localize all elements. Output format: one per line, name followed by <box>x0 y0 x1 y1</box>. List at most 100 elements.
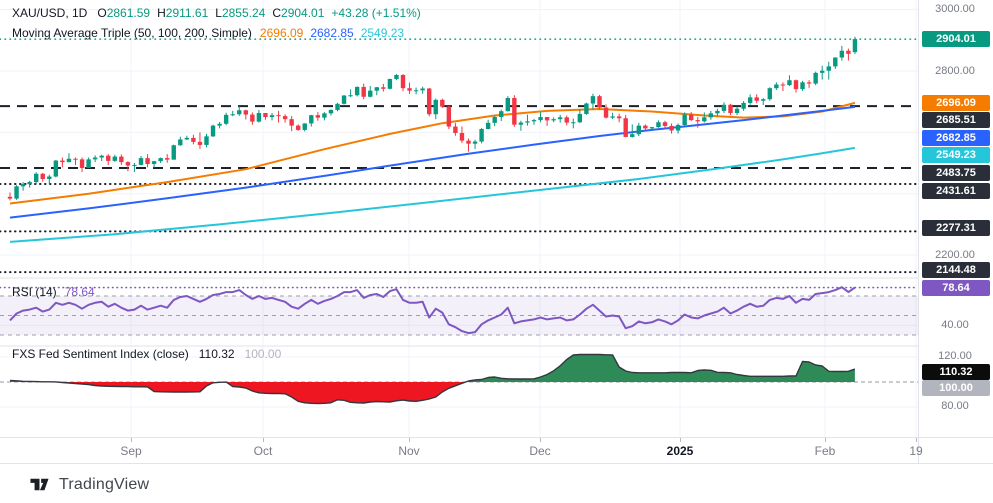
candle-body <box>7 196 13 199</box>
candle-body <box>20 184 26 187</box>
price-axis-label: 2800.00 <box>935 65 975 77</box>
candle-body <box>787 80 792 86</box>
candle-body <box>459 132 465 141</box>
fxs-indicator-legend[interactable]: FXS Fed Sentiment Index (close) 110.32 100… <box>12 347 281 361</box>
candle-body <box>250 114 255 122</box>
time-axis[interactable]: Sep Oct Nov Dec 2025 Feb 19 <box>0 437 993 464</box>
price-axis-badge: 78.64 <box>922 280 990 296</box>
candle-body <box>302 123 307 130</box>
candle-body <box>531 120 537 122</box>
candle-body <box>499 111 504 118</box>
ma200-line <box>9 146 856 243</box>
time-axis-label: Sep <box>120 444 142 458</box>
candle-body <box>328 109 334 114</box>
candle-body <box>544 117 550 121</box>
symbol-legend[interactable]: XAU/USD, 1D O2861.59 H2911.61 L2855.24 C2904… <box>12 6 421 20</box>
axis-corner-divider <box>918 438 919 463</box>
candle-body <box>394 74 399 79</box>
candle-body <box>695 120 700 122</box>
candle-body <box>420 88 425 91</box>
candle-body <box>597 96 602 108</box>
candle-body <box>407 88 412 91</box>
price-axis-badge: 2685.51 <box>922 112 990 128</box>
time-axis-label: Dec <box>529 444 551 458</box>
candles-layer <box>7 36 858 201</box>
candle-body <box>341 95 347 104</box>
candle-body <box>230 114 235 116</box>
candle-body <box>151 161 157 164</box>
candle-body <box>106 155 111 161</box>
candle-body <box>60 160 65 163</box>
candle-body <box>296 125 301 130</box>
fxs-title: FXS Fed Sentiment Index (close) <box>12 347 189 361</box>
candle-body <box>125 162 131 166</box>
fxs-outline <box>9 353 856 405</box>
candle-body <box>800 82 805 90</box>
candle-body <box>269 115 275 118</box>
candle-body <box>715 110 720 114</box>
rsi-line <box>9 286 856 335</box>
ma-indicator-title: Moving Average Triple (50, 100, 200, Sim… <box>12 26 252 40</box>
ma200-value: 2549.23 <box>360 26 405 40</box>
time-axis-tick <box>409 438 410 442</box>
candle-body <box>806 82 812 84</box>
price-axis[interactable]: 3000.00 2800.00 2200.00 40.00 120.00 80.00 290… <box>918 0 993 437</box>
candle-body <box>643 125 648 129</box>
price-chart-canvas[interactable] <box>0 0 918 437</box>
candle-body <box>47 176 52 179</box>
ohlc-high: H2911.61 <box>157 6 209 20</box>
ma100-value: 2682.85 <box>310 26 354 40</box>
price-axis-label: 120.00 <box>938 350 972 362</box>
time-axis-tick <box>916 438 917 442</box>
candle-body <box>315 115 321 118</box>
candle-body <box>92 157 98 160</box>
candle-body <box>571 122 576 124</box>
candle-body <box>387 78 393 89</box>
candle-body <box>846 50 851 54</box>
candle-body <box>374 87 379 91</box>
candle-body <box>282 116 288 120</box>
candle-body <box>649 127 655 129</box>
candle-body <box>34 173 39 183</box>
candle-body <box>839 50 845 58</box>
candle-body <box>682 114 687 125</box>
ma-indicator-legend[interactable]: Moving Average Triple (50, 100, 200, Sim… <box>12 26 404 40</box>
candle-body <box>485 122 491 129</box>
rsi-indicator-legend[interactable]: RSI (14) 78.64 <box>12 285 95 299</box>
symbol-title: XAU/USD, 1D <box>12 6 88 20</box>
candle-body <box>158 158 163 162</box>
candle-body <box>708 113 714 118</box>
price-axis-badge: 2277.31 <box>922 220 990 236</box>
candle-body <box>793 80 799 90</box>
candle-body <box>171 145 176 160</box>
candle-body <box>243 110 248 115</box>
candle-body <box>577 113 583 123</box>
time-axis-label: Nov <box>398 444 420 458</box>
candle-body <box>446 106 452 127</box>
candle-body <box>610 116 615 118</box>
candle-body <box>747 97 753 103</box>
candle-body <box>734 108 740 114</box>
ohlc-low: L2855.24 <box>215 6 266 20</box>
candle-body <box>492 117 497 123</box>
time-axis-tick <box>825 438 826 442</box>
candle-body <box>191 137 196 142</box>
candle-body <box>656 122 661 128</box>
candle-body <box>368 90 373 97</box>
candle-body <box>381 87 386 89</box>
candle-body <box>197 141 203 145</box>
candle-body <box>132 164 137 166</box>
candle-body <box>354 86 360 96</box>
candle-body <box>466 140 471 144</box>
candle-body <box>826 66 831 71</box>
candle-body <box>721 104 727 111</box>
candle-body <box>256 113 262 122</box>
tradingview-attribution[interactable]: TradingView <box>28 473 149 496</box>
candle-body <box>440 99 445 107</box>
fxs-area-positive <box>10 354 855 382</box>
candle-body <box>112 156 117 161</box>
price-axis-badge: 2431.61 <box>922 183 990 199</box>
candle-body <box>223 114 229 124</box>
candle-body <box>14 186 19 199</box>
candle-body <box>558 117 563 120</box>
